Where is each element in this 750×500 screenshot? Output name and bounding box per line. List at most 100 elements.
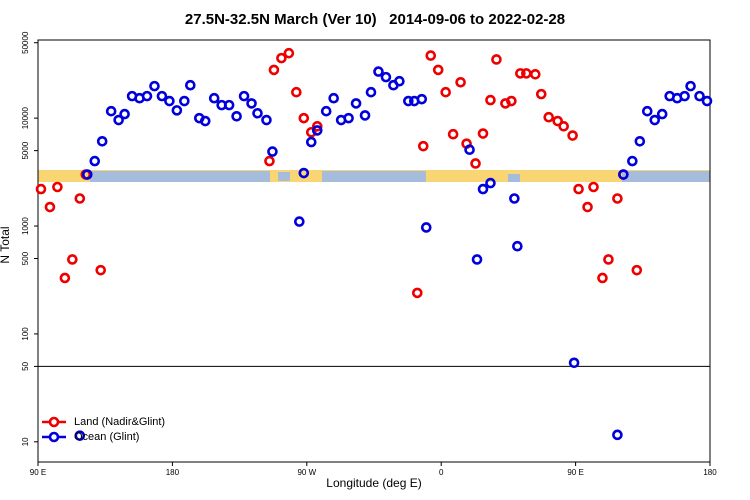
legend-marker (48, 431, 60, 443)
point (74, 430, 86, 441)
point (305, 126, 317, 138)
point (552, 115, 563, 127)
point (515, 68, 526, 79)
point (612, 193, 623, 204)
point (328, 92, 339, 104)
x-tick-label: 90 W (297, 468, 316, 477)
x-tick-label: 0 (439, 468, 444, 477)
y-tick-label: 50 (21, 361, 30, 370)
ocean-band (90, 171, 270, 182)
point (89, 155, 101, 167)
point (291, 86, 302, 98)
point (573, 183, 584, 195)
point (359, 110, 371, 121)
point (298, 112, 310, 124)
point (35, 183, 47, 195)
point (156, 90, 168, 102)
point (477, 128, 489, 139)
point (305, 136, 317, 148)
point (298, 167, 310, 179)
point (141, 90, 153, 102)
x-tick-label: 90 E (567, 468, 583, 477)
y-tick-label: 50000 (21, 31, 30, 54)
point (246, 98, 257, 109)
point (264, 155, 275, 167)
point (81, 169, 93, 180)
point (529, 68, 541, 80)
y-tick-label: 1000 (21, 217, 30, 235)
point (261, 114, 272, 126)
point (294, 216, 305, 227)
point (267, 146, 278, 157)
point (320, 105, 332, 117)
point (343, 112, 354, 124)
point (535, 88, 547, 100)
point (283, 47, 295, 59)
point (543, 111, 555, 123)
ocean-band (322, 171, 426, 182)
y-axis-label: N Total (0, 226, 12, 263)
y-tick-label: 5000 (21, 141, 30, 159)
point (365, 86, 377, 98)
point (627, 155, 638, 167)
point (485, 177, 496, 189)
point (416, 93, 428, 105)
point (432, 64, 444, 76)
point (631, 264, 643, 276)
point (506, 95, 517, 107)
chart-title: 27.5N-32.5N March (Ver 10) 2014-09-06 to… (185, 11, 565, 28)
point (567, 130, 578, 141)
point (394, 75, 405, 87)
point (171, 105, 183, 116)
point (477, 183, 489, 195)
point (455, 76, 466, 88)
point (485, 94, 496, 106)
point (440, 86, 451, 98)
y-tick-label: 100 (21, 327, 30, 341)
point (238, 90, 250, 102)
point (231, 111, 242, 122)
point (113, 114, 124, 126)
point (694, 90, 705, 102)
point (52, 181, 63, 193)
point (164, 95, 175, 107)
point (223, 99, 235, 111)
point (582, 201, 593, 213)
point (588, 181, 599, 193)
point (649, 114, 661, 126)
point (509, 193, 520, 204)
point (105, 105, 117, 117)
point (350, 98, 362, 109)
point (685, 80, 696, 92)
point (412, 287, 423, 299)
point (634, 136, 646, 147)
y-tick-label: 500 (21, 251, 30, 265)
point (380, 71, 392, 83)
point (656, 108, 668, 120)
point (185, 79, 196, 91)
ocean-band (622, 171, 710, 182)
point (464, 144, 475, 155)
x-tick-label: 90 E (30, 468, 46, 477)
point (679, 90, 690, 102)
point (276, 52, 287, 64)
ocean-band (278, 172, 290, 181)
map-strip (38, 170, 710, 182)
point (568, 357, 580, 369)
point (641, 105, 653, 117)
point (311, 125, 323, 136)
point (95, 264, 107, 276)
point (425, 50, 437, 61)
point (471, 254, 483, 265)
y-tick-label: 10 (21, 437, 30, 446)
point (597, 272, 608, 284)
legend-label: Ocean (Glint) (74, 431, 139, 443)
point (603, 254, 614, 265)
point (403, 95, 414, 107)
point (447, 128, 459, 140)
point (558, 121, 569, 132)
point (149, 80, 160, 92)
point (199, 115, 211, 127)
point (470, 158, 481, 169)
